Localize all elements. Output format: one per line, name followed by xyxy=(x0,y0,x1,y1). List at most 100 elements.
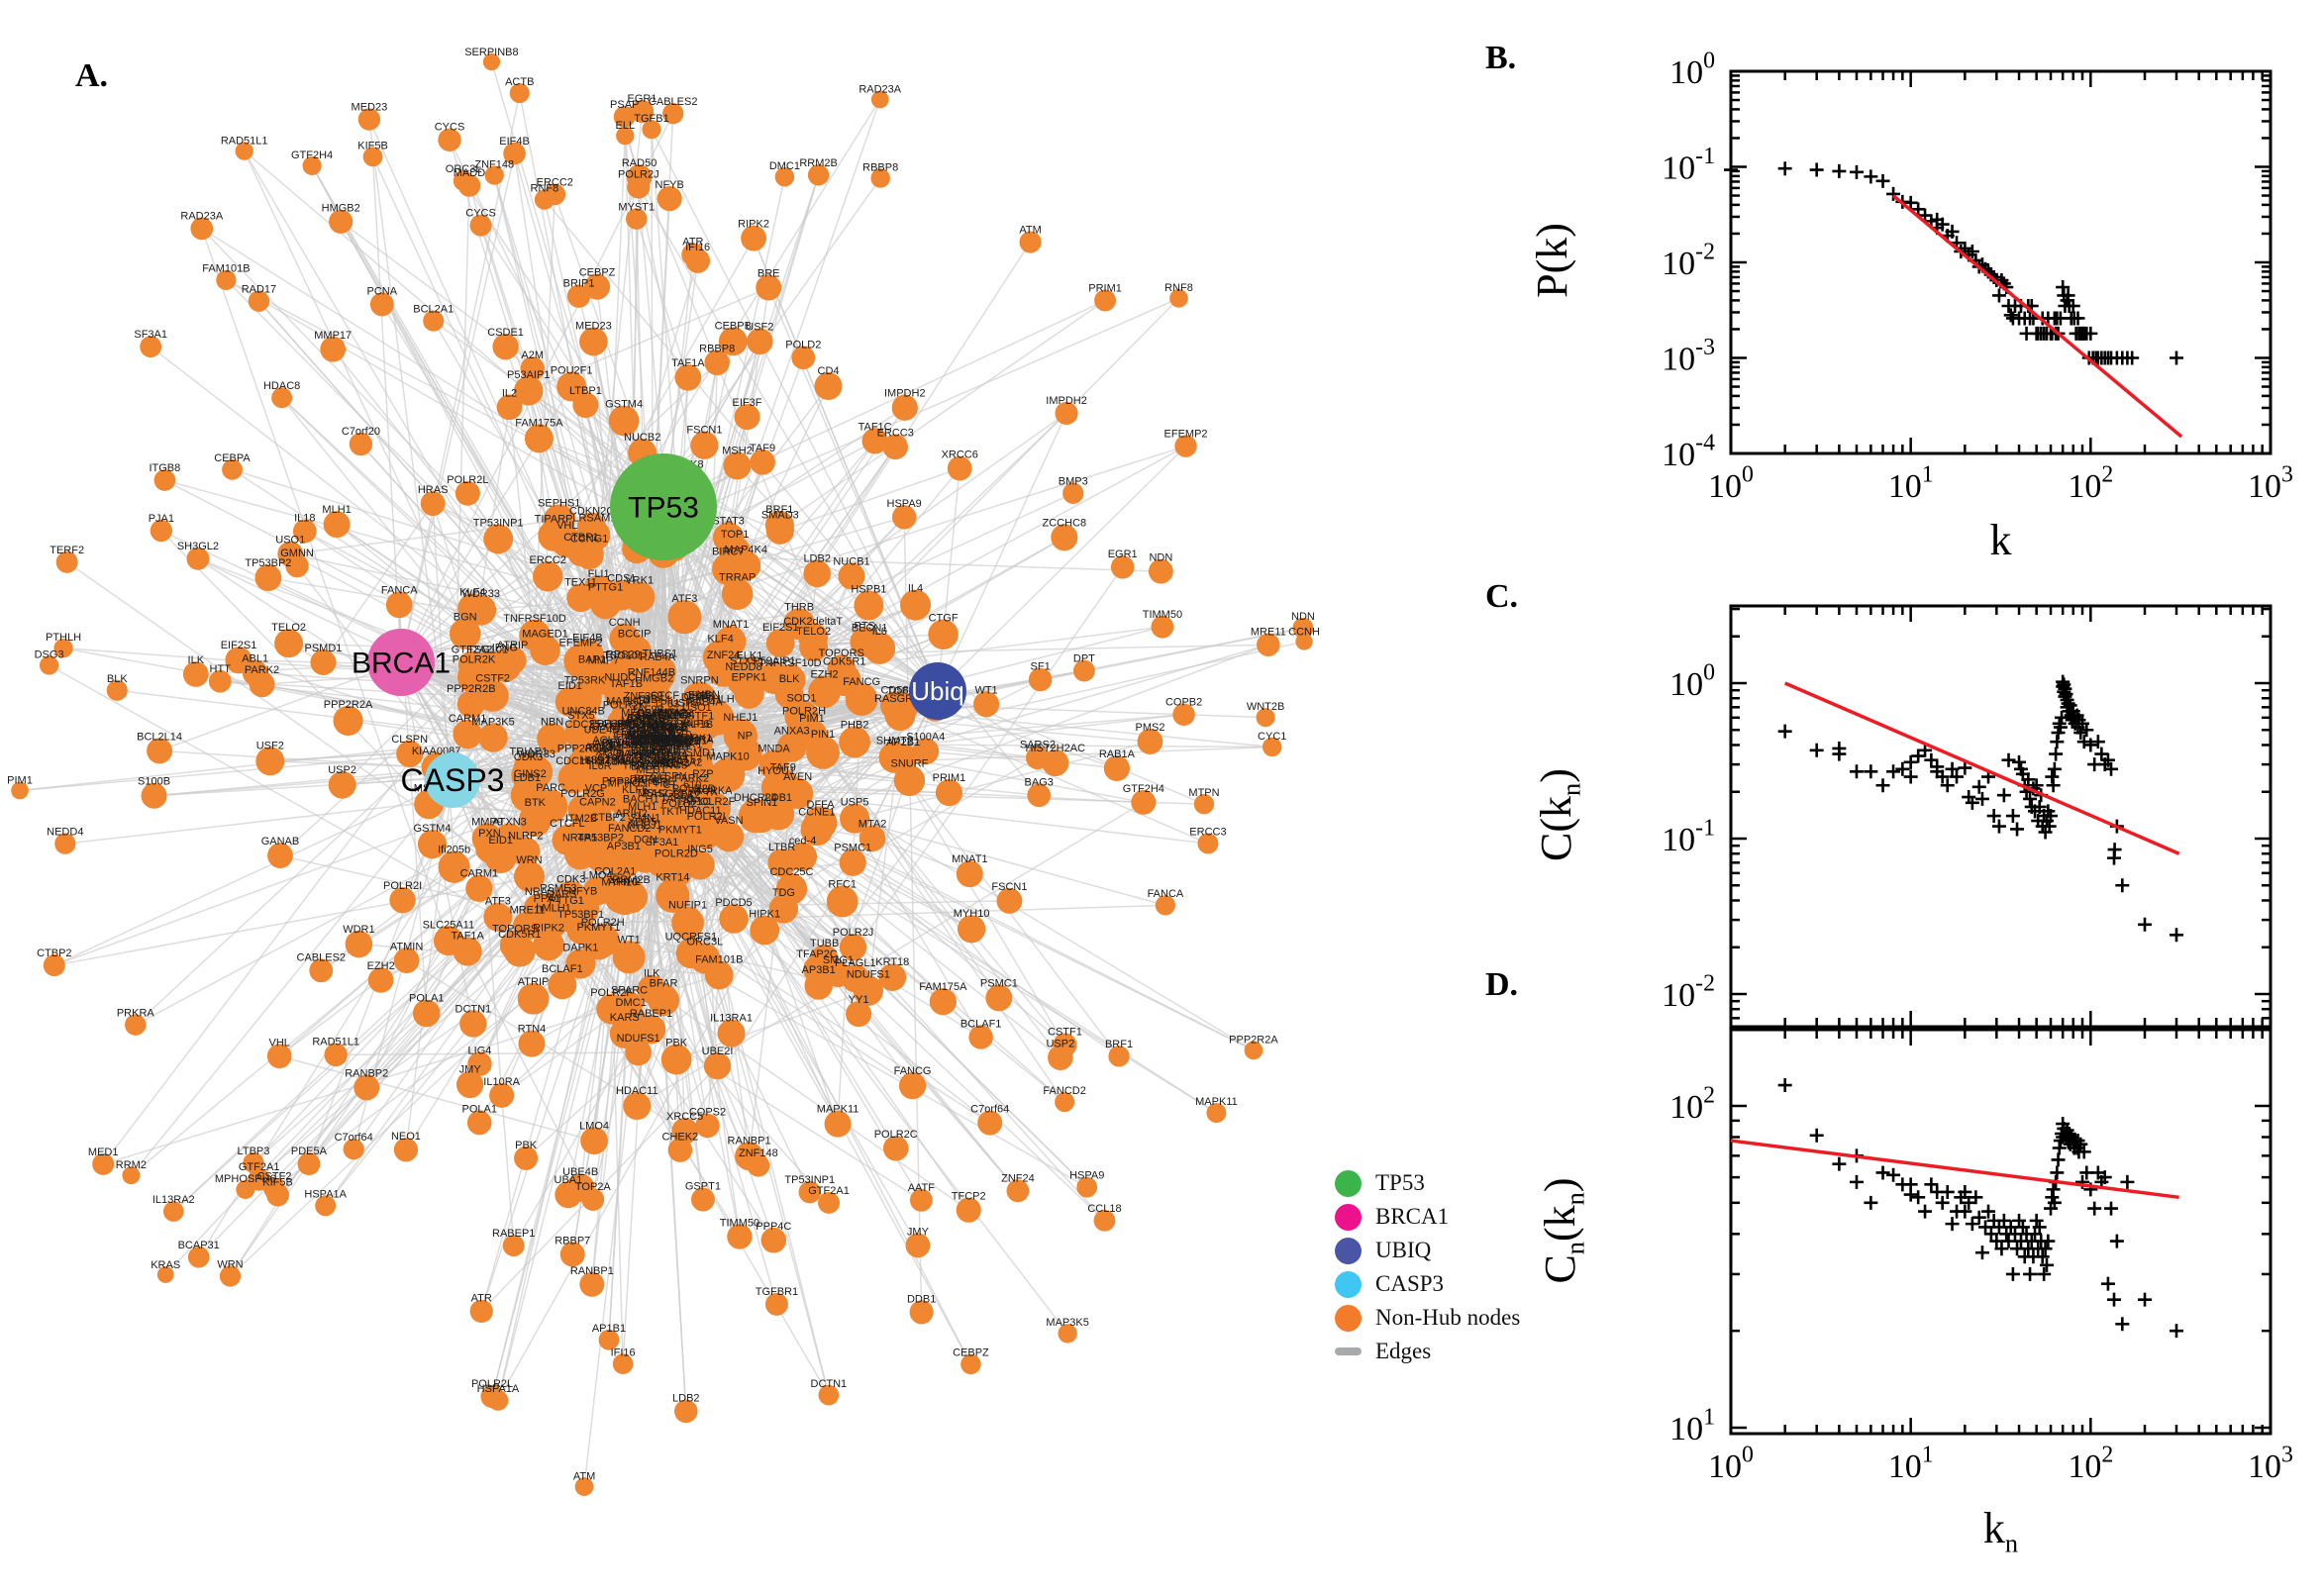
ubiq-hub-swatch xyxy=(1335,1237,1362,1264)
non-hub-node xyxy=(453,170,474,191)
non-hub-node xyxy=(858,825,886,852)
non-hub-node xyxy=(11,781,29,800)
non-hub-node xyxy=(354,1074,380,1101)
non-hub-node xyxy=(467,1051,492,1076)
non-hub-node xyxy=(302,155,322,175)
non-hub-node xyxy=(644,654,676,688)
non-hub-node xyxy=(968,1025,993,1049)
node-label: POLR2B xyxy=(617,719,659,731)
non-hub-node xyxy=(1103,754,1130,782)
non-hub-node xyxy=(985,984,1013,1012)
non-hub-node xyxy=(898,1072,927,1100)
non-hub-node xyxy=(320,336,347,362)
panel-d-label: D. xyxy=(1485,966,1519,1003)
non-hub-node xyxy=(297,1152,321,1175)
network-node-labels: ITGB1BP3ZNF385AFCN1CCNG1PMS2GANABRFC1POL… xyxy=(7,47,1320,1482)
non-hub-node xyxy=(315,1195,337,1217)
non-hub-node xyxy=(219,1265,242,1287)
non-hub-node xyxy=(43,954,65,977)
non-hub-node xyxy=(704,349,730,376)
chart-B: 100 101 102 103 100 10-1 10-2 10-3 10-4 k P(k) xyxy=(1528,49,2293,564)
non-hub-node xyxy=(824,1110,852,1138)
node-label: ELL xyxy=(652,741,671,752)
tick-label: 10-3 xyxy=(1662,335,1715,377)
non-hub-node xyxy=(519,619,551,651)
non-hub-node xyxy=(723,451,752,480)
non-hub-node xyxy=(389,886,416,914)
node-label: PLAGL1 xyxy=(637,710,678,722)
non-hub-node xyxy=(367,967,394,993)
non-hub-node xyxy=(818,1191,841,1214)
non-hub-node xyxy=(1110,555,1135,579)
tick-label: 102 xyxy=(1669,1083,1715,1126)
non-hub-node xyxy=(482,52,501,71)
non-hub-node xyxy=(1292,617,1314,639)
non-hub-node xyxy=(598,1329,620,1350)
non-hub-node xyxy=(685,849,715,880)
non-hub-node xyxy=(438,850,470,883)
non-hub-node xyxy=(690,1187,715,1212)
tick-label: 102 xyxy=(2068,462,2113,505)
tick-label: 102 xyxy=(2068,1443,2113,1485)
non-hub-node xyxy=(698,802,730,834)
tick-label: 10-2 xyxy=(1662,971,1715,1014)
legend-label: BRCA1 xyxy=(1375,1204,1450,1229)
non-hub-node xyxy=(328,770,356,799)
non-hub-node xyxy=(483,524,514,554)
non-hub-node xyxy=(538,520,569,551)
node-label: RAD50 xyxy=(652,722,686,734)
non-hub-node xyxy=(606,579,638,611)
non-hub-node xyxy=(703,1051,732,1080)
node-label: PFAS xyxy=(651,734,678,746)
node-label: OS9 xyxy=(633,746,655,757)
non-hub-node xyxy=(453,719,482,749)
node-label: ITGB1BP3 xyxy=(625,733,677,745)
non-hub-node xyxy=(412,999,441,1028)
non-hub-node xyxy=(630,99,655,124)
non-hub-node xyxy=(905,1233,931,1258)
tick-label: 10-4 xyxy=(1662,431,1715,473)
non-hub-node xyxy=(712,552,745,585)
panel-b-label: B. xyxy=(1485,40,1517,76)
axis-title: P(k) xyxy=(1528,223,1576,298)
network-nodes xyxy=(11,52,1314,1497)
tick-label: 100 xyxy=(1708,462,1754,505)
non-hub-node xyxy=(1027,783,1052,808)
non-hub-node xyxy=(225,647,252,674)
non-hub-node xyxy=(854,590,884,621)
non-hub-node xyxy=(1058,1324,1077,1344)
legend-label: UBIQ xyxy=(1375,1238,1432,1262)
legend-label: Edges xyxy=(1375,1339,1432,1363)
non-hub-node xyxy=(255,747,285,776)
non-hub-node xyxy=(393,1138,419,1162)
non-hub-node xyxy=(438,128,461,152)
legend-label: Non-Hub nodes xyxy=(1375,1305,1521,1330)
non-hub-node xyxy=(659,854,693,888)
node-label: HIPK1 xyxy=(644,722,675,734)
non-hub-node xyxy=(928,619,959,650)
fit-line xyxy=(1730,1139,2179,1200)
non-hub-node xyxy=(1256,708,1275,728)
legend-item: Edges xyxy=(1335,1339,1520,1364)
non-hub-node xyxy=(1072,659,1095,682)
non-hub-node xyxy=(973,691,1000,718)
non-hub-node xyxy=(675,938,707,969)
non-hub-node xyxy=(717,1019,746,1047)
non-hub-node xyxy=(642,120,661,140)
non-hub-node xyxy=(825,961,852,988)
nonhub-swatch xyxy=(1335,1304,1362,1332)
non-hub-node xyxy=(39,655,59,675)
non-hub-node xyxy=(682,681,717,716)
non-hub-node xyxy=(520,356,545,381)
chart-C: 100 10-1 10-2 C(kn) xyxy=(1532,604,2272,1029)
non-hub-node xyxy=(750,449,775,475)
non-hub-node xyxy=(1055,401,1078,426)
non-hub-node xyxy=(208,669,232,693)
non-hub-node xyxy=(1019,231,1042,253)
non-hub-node xyxy=(734,678,764,709)
non-hub-node xyxy=(704,960,734,990)
non-hub-node xyxy=(125,1014,147,1036)
non-hub-node xyxy=(818,1384,840,1406)
non-hub-node xyxy=(839,726,870,758)
